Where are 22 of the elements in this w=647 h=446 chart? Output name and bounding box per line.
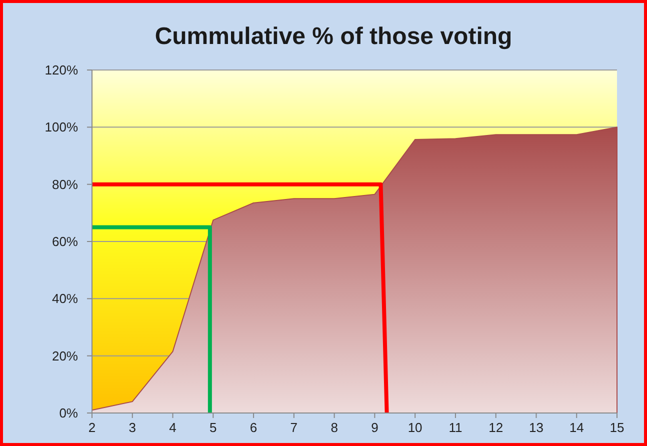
y-tick-label: 80% xyxy=(52,176,78,192)
y-tick-label: 20% xyxy=(52,348,78,364)
x-tick-label: 8 xyxy=(330,420,338,435)
x-tick-label: 4 xyxy=(169,420,176,435)
y-tick-label: 0% xyxy=(59,406,78,420)
x-tick-label: 7 xyxy=(290,420,298,435)
x-tick-label: 14 xyxy=(569,420,584,435)
x-tick-label: 2 xyxy=(88,420,96,435)
x-tick-label: 15 xyxy=(610,420,624,435)
chart-title: Cummulative % of those voting xyxy=(154,23,512,50)
x-tick-label: 9 xyxy=(371,420,378,435)
x-tick-label: 10 xyxy=(408,420,422,435)
y-tick-label: 60% xyxy=(52,234,78,249)
y-tick-label: 40% xyxy=(52,291,78,306)
x-tick-label: 11 xyxy=(448,420,462,435)
x-tick-label: 5 xyxy=(210,420,217,435)
x-tick-label: 6 xyxy=(250,420,258,435)
x-tick-label: 13 xyxy=(528,420,544,435)
x-tick-label: 3 xyxy=(128,420,136,435)
y-tick-label: 120% xyxy=(44,62,78,78)
y-tick-label: 100% xyxy=(44,120,78,135)
x-tick-label: 12 xyxy=(488,420,504,435)
